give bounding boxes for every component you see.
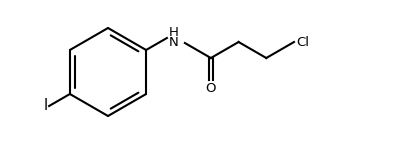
Text: Cl: Cl [296,35,309,48]
Text: H: H [169,25,179,38]
Text: N: N [169,36,179,49]
Text: O: O [206,82,216,95]
Text: I: I [44,99,48,114]
